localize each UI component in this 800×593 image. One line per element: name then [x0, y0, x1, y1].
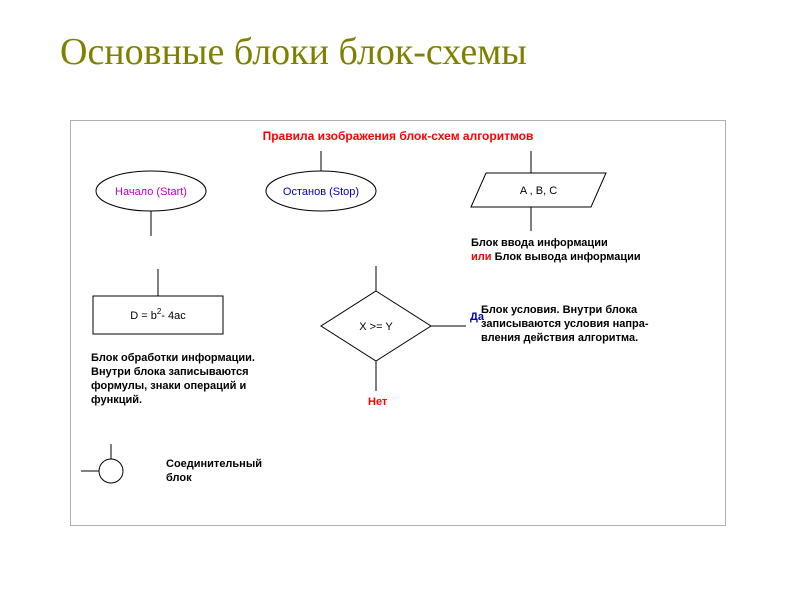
diagram-subtitle: Правила изображения блок-схем алгоритмов: [71, 129, 725, 143]
decision-caption-1: записываются условия напра-: [481, 318, 649, 330]
connector-caption-1: Соединительный: [166, 458, 262, 470]
slide-title-wrap: Основные блоки блок-схемы: [60, 30, 527, 74]
decision-caption-0: Блок условия. Внутри блока: [481, 304, 638, 316]
process-caption-1: Внутри блока записываются: [91, 366, 249, 378]
io-caption-1: Блок ввода информации: [471, 237, 608, 249]
connector-caption-2: блок: [166, 472, 192, 484]
io-label: A , B, C: [520, 185, 557, 197]
process-caption-0: Блок обработки информации.: [91, 352, 255, 364]
process-caption-2: формулы, знаки операций и: [91, 380, 246, 392]
connector-shape: [99, 459, 123, 483]
start-label: Начало (Start): [115, 186, 187, 198]
decision-caption-2: вления действия алгоритма.: [481, 332, 638, 344]
slide: Основные блоки блок-схемы Правила изобра…: [0, 0, 800, 593]
process-caption-3: функций.: [91, 394, 142, 406]
io-caption-2: или Блок вывода информации: [471, 251, 641, 263]
flowchart-svg: Начало (Start) Останов (Stop) A , B, C Блок…: [71, 151, 725, 525]
decision-label: X >= Y: [359, 321, 393, 333]
diagram-frame: Правила изображения блок-схем алгоритмов…: [70, 120, 726, 526]
slide-title: Основные блоки блок-схемы: [60, 31, 527, 73]
diagram-svg-area: Начало (Start) Останов (Stop) A , B, C Блок…: [71, 151, 725, 525]
decision-no-label: Нет: [368, 396, 388, 408]
stop-label: Останов (Stop): [283, 186, 359, 198]
